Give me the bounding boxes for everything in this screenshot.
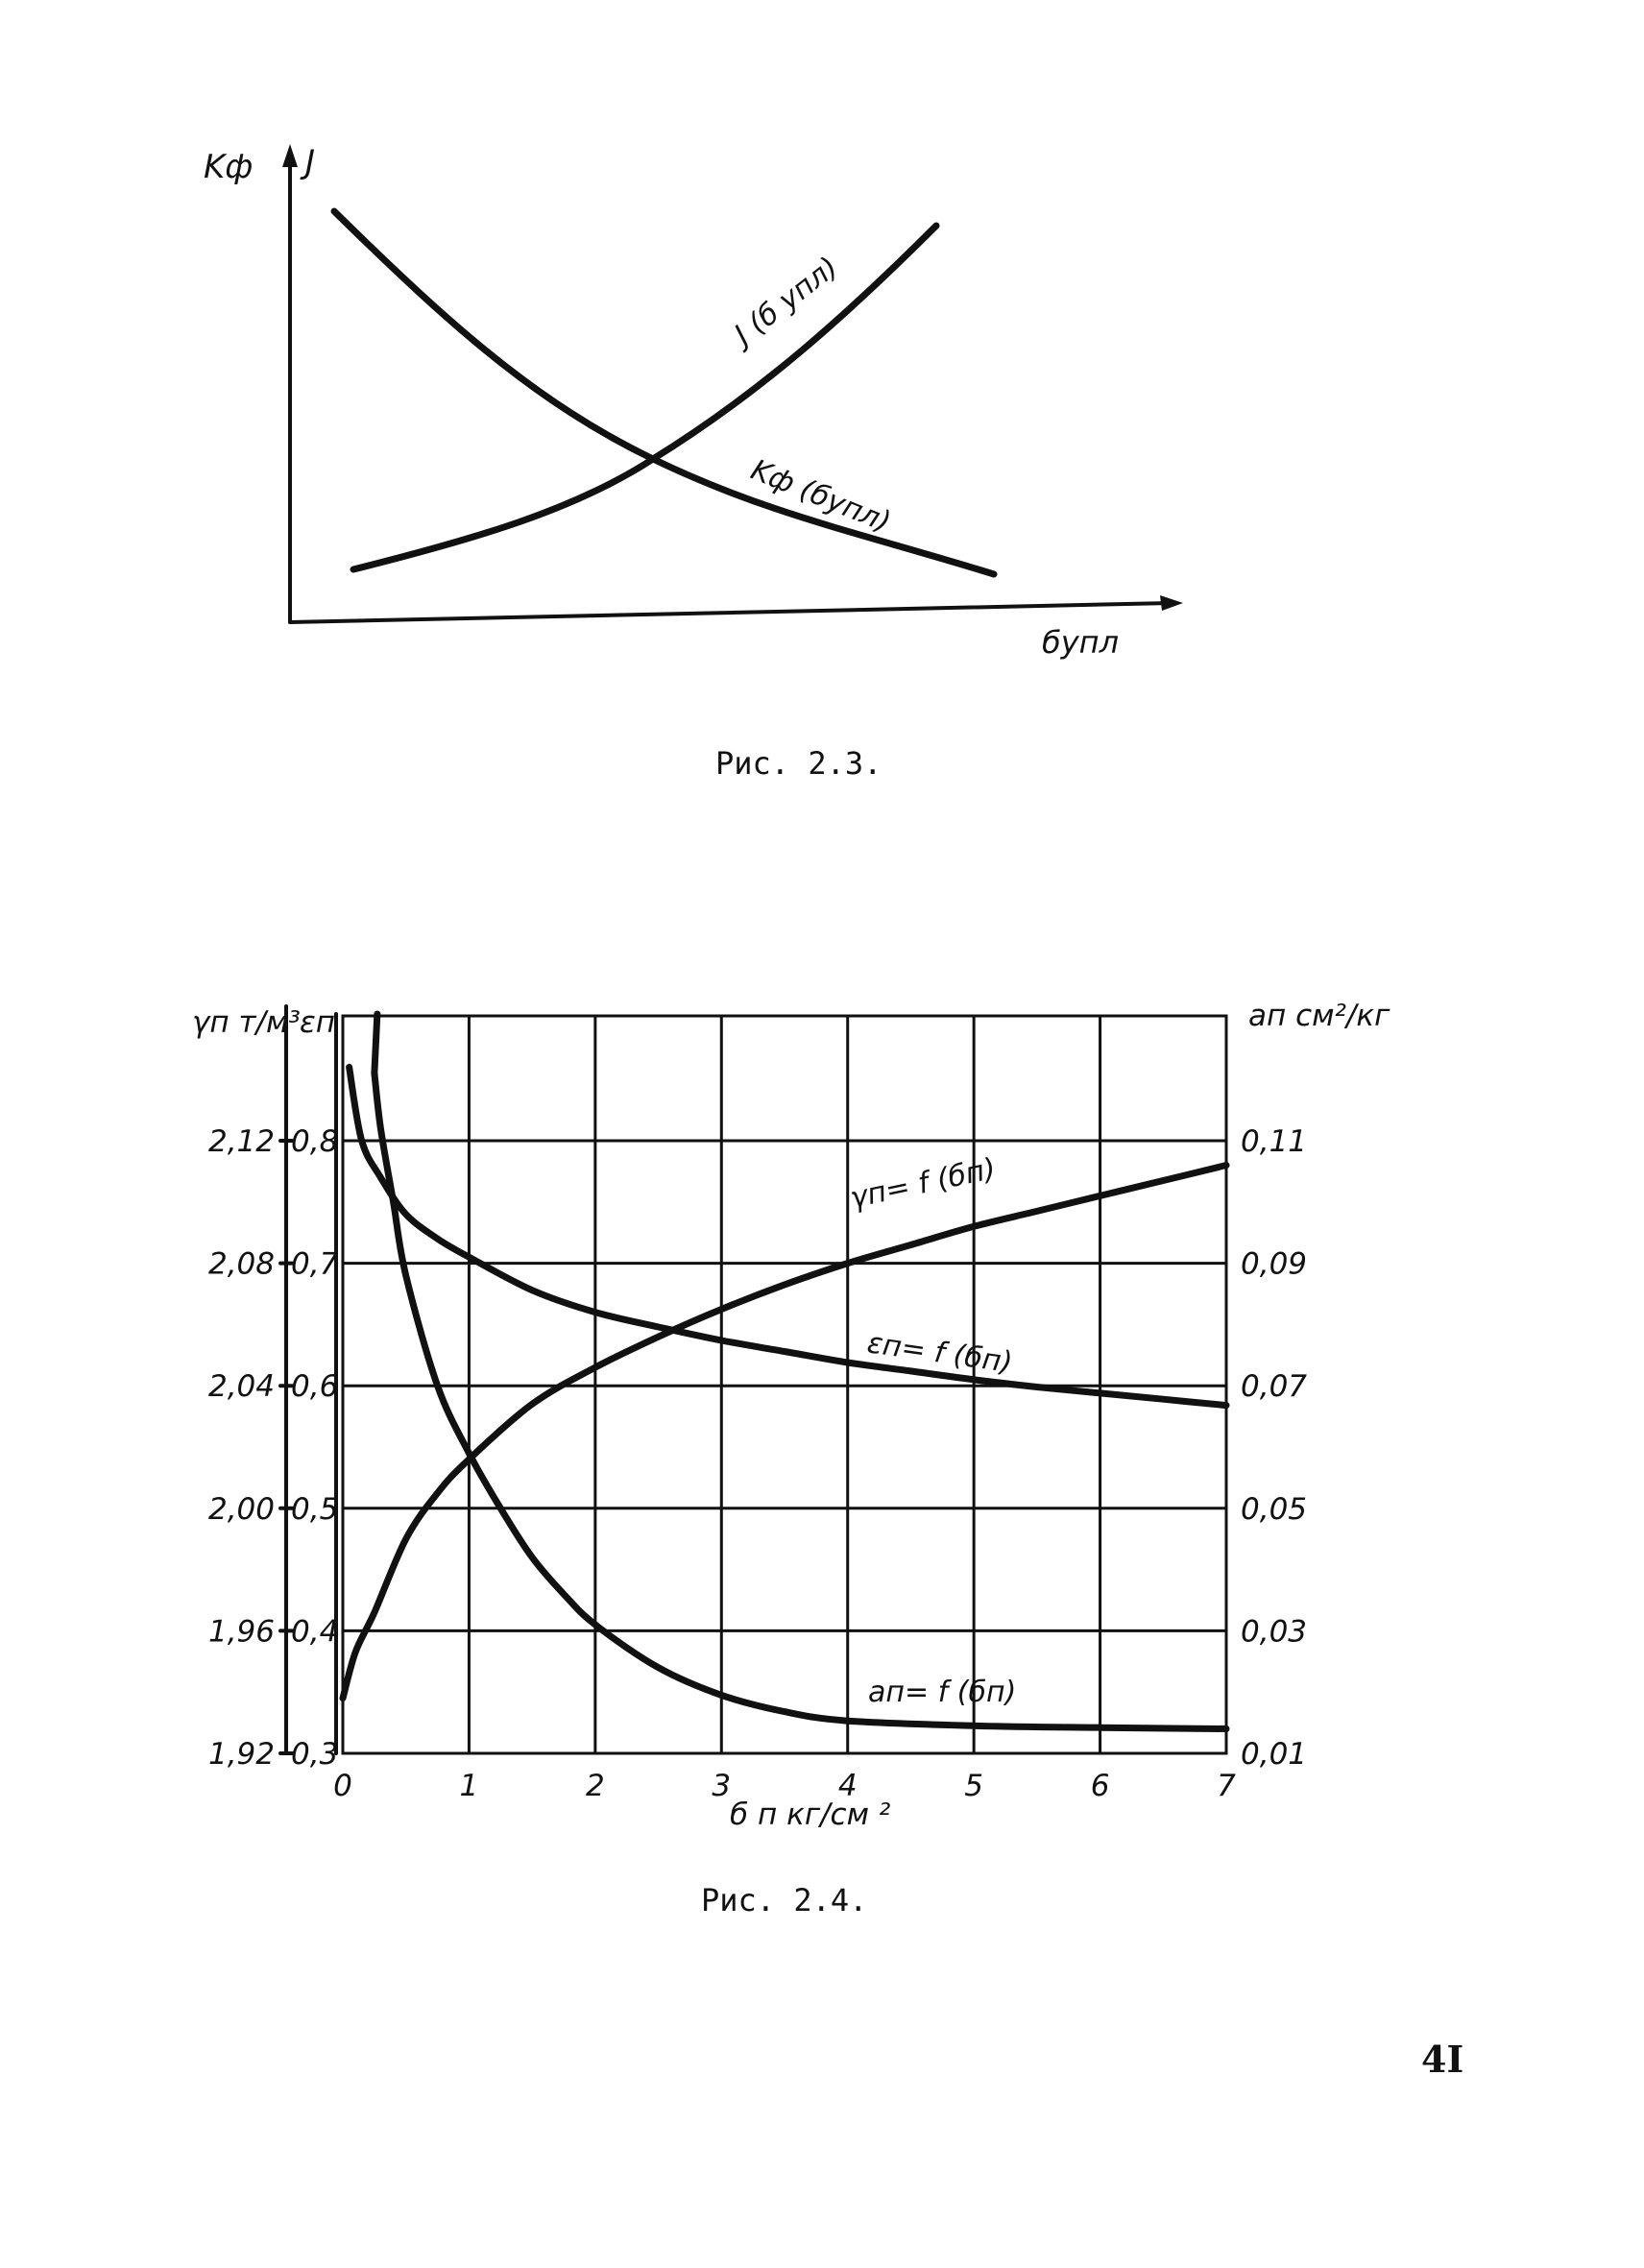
fig2-a-tick-label: 0,11 <box>1241 1124 1307 1159</box>
fig2-curve-gamma <box>339 1162 1230 1702</box>
fig2-x-tick-label: 3 <box>712 1769 731 1803</box>
fig2-gamma-tick-label: 2,12 <box>208 1124 275 1159</box>
fig2-eps-tick-label: 0,5 <box>291 1492 338 1527</box>
fig2-gamma-curve-label: γп= f (бп) <box>847 1152 999 1216</box>
fig1-caption: Рис. 2.3. <box>715 745 882 782</box>
fig1-y-label-left: Kф <box>204 148 253 186</box>
fig2-eps-tick-label: 0,7 <box>291 1247 339 1282</box>
fig2-a-tick-label: 0,07 <box>1241 1369 1307 1404</box>
fig2-ticks: 2,12 2,08 2,04 2,00 1,96 1,92 0,8 0,7 0,6 0,5 0,4 0… <box>208 1124 1307 1803</box>
fig1-y-label-right: J <box>300 143 315 181</box>
fig2-curve-a <box>371 1070 1230 1732</box>
fig2-a-tick-label: 0,09 <box>1241 1247 1307 1282</box>
fig2-gamma-tick-label: 2,04 <box>208 1369 275 1404</box>
fig1-x-axis-arrow <box>1160 595 1183 611</box>
fig2-a-tick-label: 0,05 <box>1241 1492 1307 1527</box>
figure-2-3: Kф J бупл J (б упл) Kф (бупл) Рис. 2.3. <box>204 143 1183 782</box>
fig1-x-label: бупл <box>1042 624 1119 661</box>
fig2-x-tick-label: 1 <box>460 1769 479 1803</box>
figure-2-4: 2,12 2,08 2,04 2,00 1,96 1,92 0,8 0,7 0,6 0,5 0,4 0… <box>192 999 1390 1918</box>
fig2-gamma-tick-label: 1,96 <box>208 1614 275 1649</box>
fig2-curve-a-top <box>371 1010 381 1077</box>
fig2-eps-tick-label: 0,6 <box>291 1369 338 1404</box>
fig2-gamma-tick-label: 2,08 <box>208 1247 275 1282</box>
fig2-x-axis-label: б п кг/см ² <box>730 1798 890 1832</box>
fig1-y-axis-arrow <box>282 144 298 167</box>
fig2-caption: Рис. 2.4. <box>701 1882 867 1918</box>
fig2-curve-eps <box>346 1063 1230 1410</box>
fig2-eps-tick-label: 0,4 <box>291 1614 338 1649</box>
fig2-a-axis-label: aп см²/кг <box>1248 999 1390 1033</box>
fig2-x-tick-label: 2 <box>586 1769 605 1803</box>
fig2-x-tick-label: 7 <box>1217 1769 1236 1803</box>
fig1-curve-j <box>350 222 940 573</box>
fig2-gamma-axis-label: γп т/м³ <box>192 1005 301 1040</box>
fig2-curves <box>339 1010 1230 1732</box>
page-number: 4I <box>1421 2038 1463 2081</box>
fig2-x-tick-label: 5 <box>964 1769 983 1803</box>
fig1-curve-j-label: J (б упл) <box>724 251 844 354</box>
fig2-x-tick-label: 6 <box>1091 1769 1110 1803</box>
fig2-gamma-tick-label: 2,00 <box>208 1492 275 1527</box>
fig2-x-tick-label: 4 <box>838 1769 858 1803</box>
fig2-a-tick-label: 0,01 <box>1241 1737 1307 1772</box>
fig2-x-tick-label: 0 <box>333 1769 352 1803</box>
fig2-grid <box>341 1014 1228 1755</box>
fig2-gamma-tick-label: 1,92 <box>208 1737 275 1772</box>
fig2-eps-tick-label: 0,8 <box>291 1124 338 1159</box>
fig1-x-axis <box>288 601 1173 624</box>
fig2-a-tick-label: 0,03 <box>1241 1614 1307 1649</box>
fig2-eps-tick-label: 0,3 <box>291 1737 338 1772</box>
fig2-eps-axis-label: εп <box>300 1005 335 1040</box>
fig2-a-curve-label: aп= f (бп) <box>868 1676 1016 1709</box>
